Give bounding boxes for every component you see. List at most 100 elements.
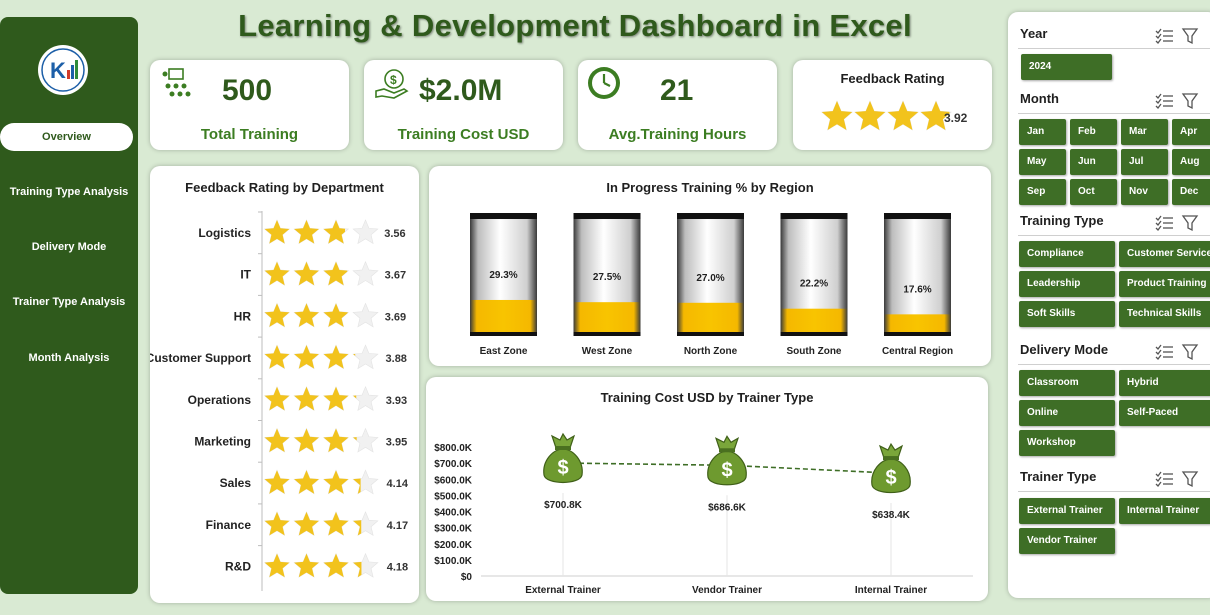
dept-value-label: 4.14 [387, 478, 409, 490]
trainer-y-tick: $700.0K [434, 459, 473, 470]
slicer-month-item[interactable]: Jan [1019, 119, 1066, 145]
in-progress-by-region-chart: 29.3% East Zone 27.5% West Zone 27.0% North Z… [470, 213, 953, 357]
slicer-month-item[interactable]: Sep [1019, 179, 1066, 205]
slicer-month-item[interactable]: Feb [1070, 119, 1117, 145]
multiselect-clear-filter-icon[interactable] [1155, 470, 1199, 493]
region-bar-base [677, 332, 744, 336]
trainer-y-tick: $100.0K [434, 556, 473, 567]
dept-value-label: 3.69 [385, 311, 406, 323]
dept-category-label: HR [234, 309, 252, 323]
slicer-month-item[interactable]: Oct [1070, 179, 1117, 205]
region-bar-base [573, 332, 641, 336]
dept-rating-star [263, 386, 291, 411]
slicer-divider [1018, 113, 1210, 114]
slicer-month-item[interactable]: Aug [1172, 149, 1210, 175]
kpi-feedback-star [887, 100, 919, 131]
slicer-trainer-type-item[interactable]: External Trainer [1019, 498, 1115, 524]
region-bar-fill [573, 302, 641, 336]
dept-rating-star [322, 344, 350, 370]
trainer-category-label: Internal Trainer [855, 585, 927, 596]
trainer-value-label: $638.4K [872, 510, 911, 521]
region-bar-fill [677, 302, 744, 336]
multiselect-clear-filter-icon[interactable] [1155, 343, 1199, 366]
nav-delivery-mode[interactable]: Delivery Mode [31, 241, 107, 253]
slicer-year-item[interactable]: 2024 [1021, 54, 1112, 80]
region-bar-cap [884, 213, 951, 219]
slicer-month-item[interactable]: Jul [1121, 149, 1168, 175]
kpi-feedback-star [821, 100, 853, 131]
kpi-total-training-label: Total Training [200, 126, 299, 143]
slicer-delivery-mode-item[interactable]: Workshop [1019, 430, 1115, 456]
multiselect-clear-filter-icon[interactable] [1155, 27, 1199, 50]
dept-rating-star [293, 219, 320, 245]
slicer-month-item[interactable]: Mar [1121, 119, 1168, 145]
region-bar-cap [780, 213, 848, 219]
slicer-trainer-type-title: Trainer Type [1020, 469, 1097, 484]
dept-rating-star [322, 386, 350, 411]
slicer-delivery-mode-item[interactable]: Classroom [1019, 370, 1115, 396]
company-logo-icon: K [38, 45, 88, 95]
kpi-training-cost-value: $2.0M [419, 74, 503, 107]
slicer-month-item[interactable]: Nov [1121, 179, 1168, 205]
slicer-training-type-item[interactable]: Customer Service [1119, 241, 1210, 267]
trainer-y-tick: $800.0K [434, 443, 473, 454]
slicer-training-type-item[interactable]: Compliance [1019, 241, 1115, 267]
dept-rating-star [263, 219, 291, 245]
multiselect-clear-filter-icon[interactable] [1155, 92, 1199, 115]
slicer-month-item[interactable]: Jun [1070, 149, 1117, 175]
dept-rating-star [352, 302, 379, 328]
slicer-training-type-item[interactable]: Leadership [1019, 271, 1115, 297]
slicer-delivery-mode-item[interactable]: Self-Paced [1119, 400, 1210, 426]
slicer-trainer-type-item[interactable]: Vendor Trainer [1019, 528, 1115, 554]
in-progress-by-region-card: In Progress Training % by Region 29.3% Ea… [429, 166, 991, 366]
dept-rating-star [322, 219, 350, 245]
slicer-month-item[interactable]: May [1019, 149, 1066, 175]
kpi-training-cost-label: Training Cost USD [397, 126, 530, 143]
slicer-delivery-mode-item[interactable]: Online [1019, 400, 1115, 426]
slicer-month-item[interactable]: Dec [1172, 179, 1210, 205]
nav-training-type-analysis[interactable]: Training Type Analysis [9, 186, 129, 198]
dept-value-label: 3.88 [386, 353, 407, 365]
slicer-training-type-item[interactable]: Product Training [1119, 271, 1210, 297]
dept-rating-star [352, 427, 379, 453]
feedback-by-department-card: Feedback Rating by Department Logistics 3… [150, 166, 419, 603]
nav-month-analysis[interactable]: Month Analysis [28, 352, 110, 364]
dept-rating-star [352, 260, 379, 286]
slicer-divider [1018, 235, 1210, 236]
trainer-y-tick: $300.0K [434, 524, 473, 535]
slicer-delivery-mode-item[interactable]: Hybrid [1119, 370, 1210, 396]
nav-overview[interactable]: Overview [0, 123, 133, 151]
dept-rating-star [352, 219, 379, 245]
dept-rating-star [322, 511, 350, 537]
nav-trainer-type-analysis[interactable]: Trainer Type Analysis [12, 296, 126, 308]
region-bar-fill [780, 308, 848, 336]
slicer-trainer-type-item[interactable]: Internal Trainer [1119, 498, 1210, 524]
svg-text:$: $ [557, 457, 568, 479]
dept-rating-star [263, 344, 291, 370]
dept-value-label: 3.93 [386, 395, 407, 407]
slicer-year-title: Year [1020, 26, 1048, 41]
feedback-by-department-title: Feedback Rating by Department [185, 180, 384, 195]
kpi-feedback-label: Feedback Rating [840, 71, 945, 86]
kpi-card-training-cost: $ $2.0M Training Cost USD [364, 60, 563, 150]
multiselect-clear-filter-icon[interactable] [1155, 214, 1199, 237]
kpi-feedback-star [854, 100, 886, 131]
dept-rating-star [293, 260, 320, 286]
slicer-month-item[interactable]: Apr [1172, 119, 1210, 145]
region-bar-cap [573, 213, 641, 219]
svg-text:$: $ [390, 73, 397, 87]
region-category-label: Central Region [882, 346, 953, 357]
slicer-delivery-mode-title: Delivery Mode [1020, 342, 1109, 357]
kpi-total-training-value: 500 [222, 74, 273, 107]
slicer-training-type-item[interactable]: Technical Skills [1119, 301, 1210, 327]
dept-rating-star [263, 552, 291, 578]
region-bar-base [780, 332, 848, 336]
dept-rating-star [263, 260, 291, 286]
dept-category-label: Operations [188, 393, 252, 407]
slicer-training-type-item[interactable]: Soft Skills [1019, 301, 1115, 327]
kpi-avg-hours-label: Avg.Training Hours [608, 126, 747, 143]
dept-value-label: 3.67 [385, 270, 406, 282]
dept-value-label: 4.17 [387, 520, 408, 532]
feedback-stars [821, 100, 952, 131]
kpi-feedback-value: 3.92 [944, 111, 968, 125]
